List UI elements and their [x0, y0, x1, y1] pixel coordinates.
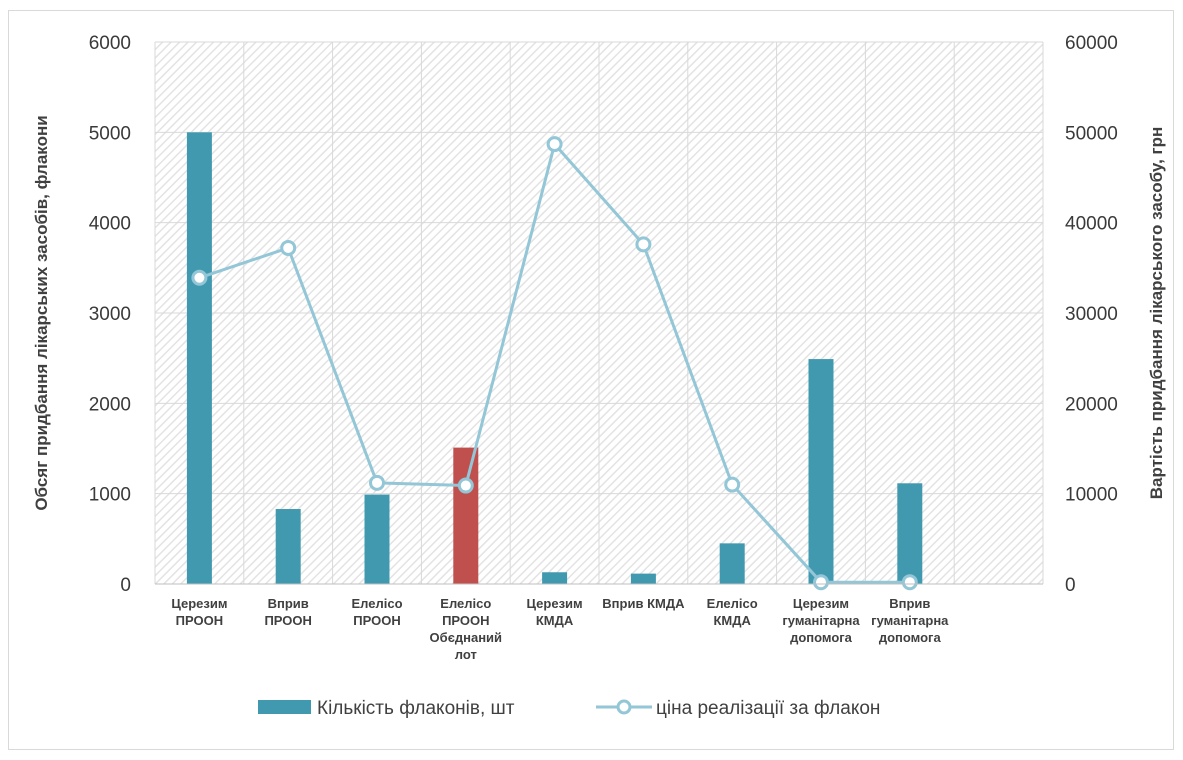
y-tick-label: 3000 — [89, 304, 131, 325]
y2-tick-label: 0 — [1065, 575, 1076, 596]
line-point — [724, 476, 741, 493]
bar — [897, 483, 923, 584]
y2-tick-label: 30000 — [1065, 304, 1118, 325]
y-axis-title: Обсяг придбання лікарських засобів, флак… — [32, 115, 51, 510]
line-point — [369, 474, 385, 491]
bar — [542, 572, 568, 584]
x-category-label: Вприв гуманітарна допомога — [871, 596, 949, 645]
line-point — [457, 477, 474, 494]
line-point — [191, 269, 208, 286]
legend-bar-label: Кількість флаконів, шт — [317, 698, 515, 719]
y-tick-label: 1000 — [89, 485, 131, 506]
y-tick-label: 5000 — [89, 123, 131, 144]
x-category-label: Вприв ПРООН — [264, 596, 311, 628]
x-category-label: Церезим гуманітарна допомога — [782, 596, 860, 645]
y2-tick-label: 20000 — [1065, 394, 1118, 415]
y-tick-label: 6000 — [89, 33, 131, 54]
bar — [275, 509, 301, 584]
x-category-label: Елелісо КМДА — [707, 596, 758, 628]
x-category-label: Церезим ПРООН — [171, 596, 227, 628]
y-tick-label: 0 — [120, 575, 131, 596]
legend-bar-swatch — [258, 700, 311, 714]
x-category-label: Елелісо ПРООН Обєднаний лот — [430, 596, 503, 662]
bar — [808, 359, 834, 584]
legend: Кількість флаконів, шт ціна реалізації з… — [258, 698, 880, 719]
bar — [719, 543, 745, 584]
line-point — [280, 239, 297, 256]
bar — [186, 132, 212, 585]
line-point — [901, 574, 918, 591]
x-category-label: Вприв КМДА — [602, 596, 685, 611]
y2-tick-label: 50000 — [1065, 123, 1118, 144]
y2-tick-label: 60000 — [1065, 33, 1118, 54]
legend-line-label: ціна реалізації за флакон — [656, 698, 880, 719]
y2-tick-label: 10000 — [1065, 485, 1118, 506]
legend-line-marker — [616, 699, 632, 715]
line-point — [635, 236, 652, 253]
bar — [630, 573, 656, 584]
line-point — [546, 136, 563, 153]
bar — [364, 494, 390, 584]
x-category-label: Церезим КМДА — [527, 596, 583, 628]
line-point — [813, 574, 829, 591]
y2-axis-title: Вартість придбання лікарського засобу, г… — [1147, 127, 1166, 499]
y-tick-label: 4000 — [89, 214, 131, 235]
bar — [453, 447, 479, 584]
y2-tick-label: 40000 — [1065, 214, 1118, 235]
y-tick-label: 2000 — [89, 394, 131, 415]
x-category-label: Елелісо ПРООН — [351, 596, 402, 628]
